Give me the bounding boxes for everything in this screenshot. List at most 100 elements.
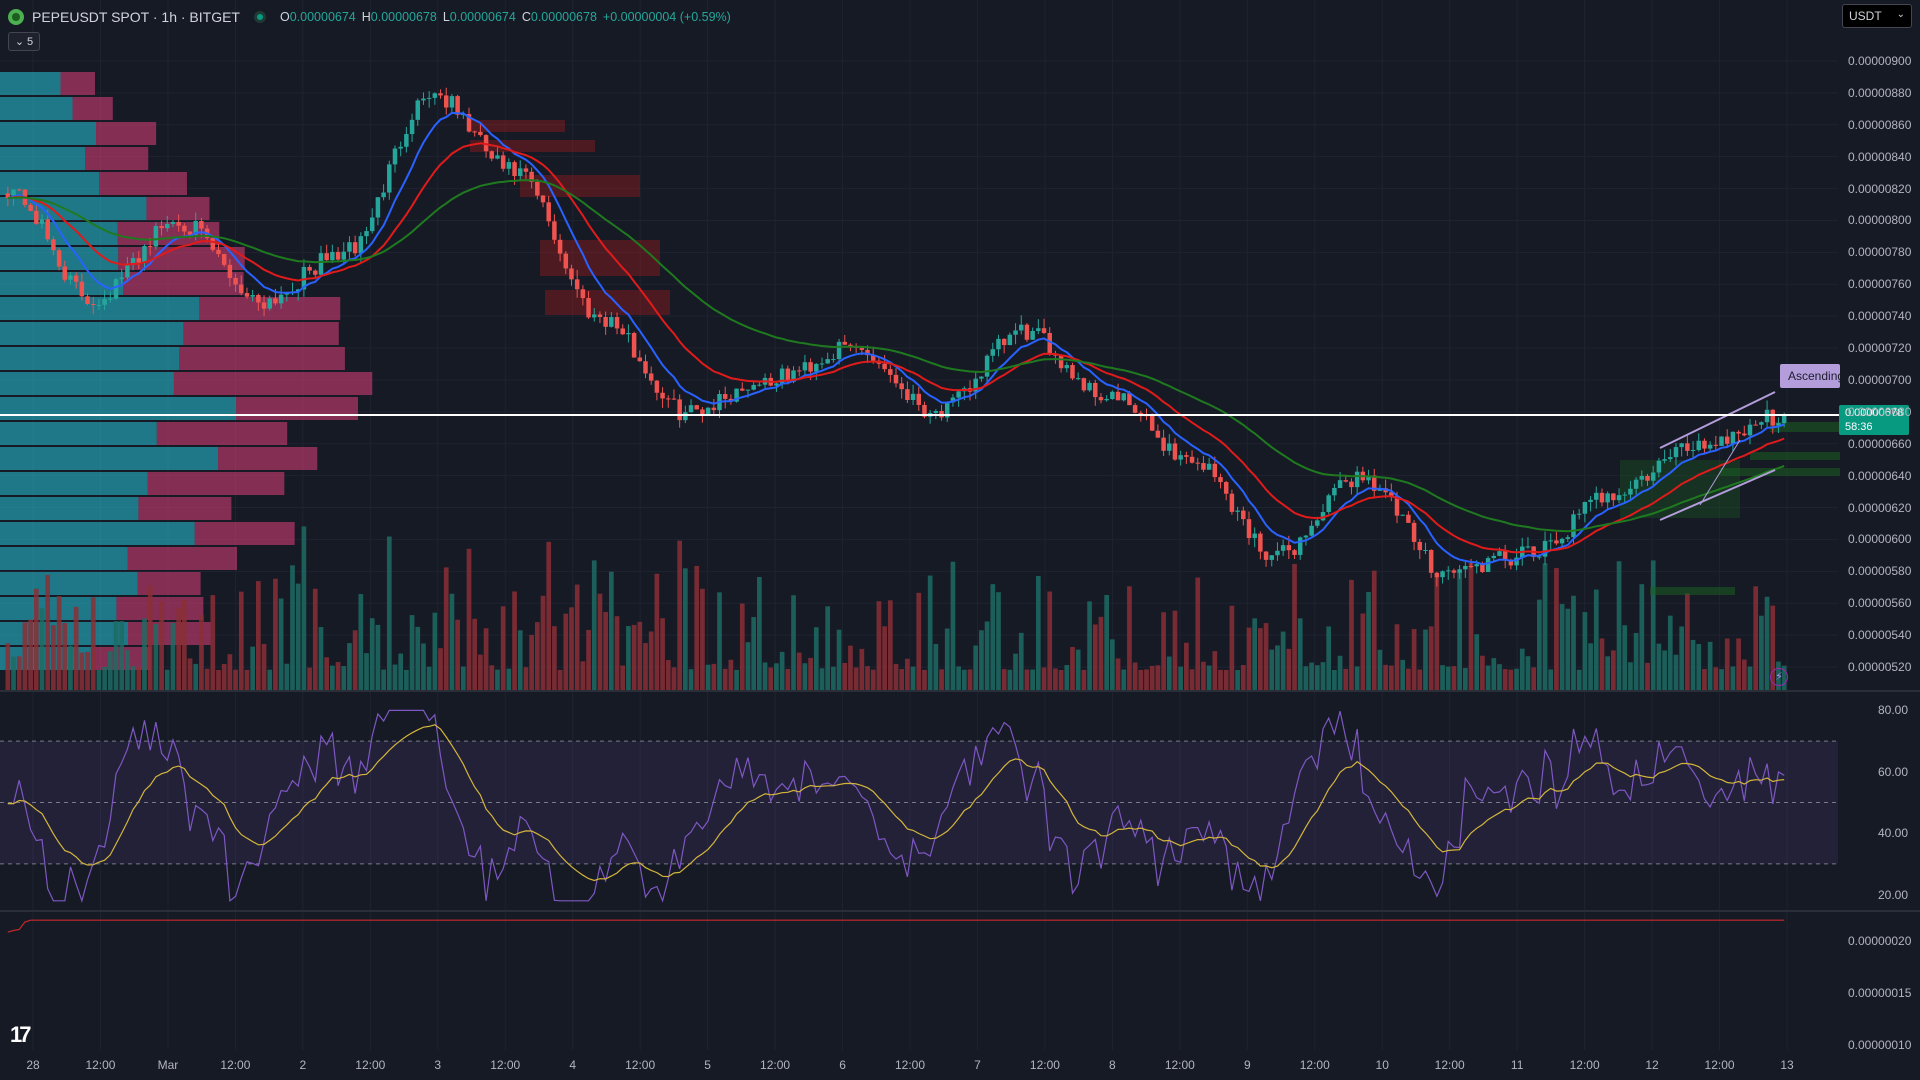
candle-body [1075,378,1081,380]
candle-body [819,363,825,365]
candle-body [814,363,819,372]
candle-body [1013,330,1018,335]
candlesticks[interactable] [5,87,1787,587]
candle-body [1064,365,1070,369]
candle-body [495,155,500,159]
time-axis-label: 28 [26,1058,40,1072]
volume-profile-up [0,122,97,145]
volume-bar [523,667,529,690]
volume-bar [1451,666,1457,690]
volume-bar [1161,612,1166,690]
volume-bar [136,667,142,690]
volume-bar [1440,665,1445,690]
volume-bar [1195,577,1201,690]
volume-bar [142,618,147,690]
ascending-pattern-drawing[interactable] [1659,391,1776,521]
volume-bar [745,642,751,690]
candle-body [1423,549,1428,551]
time-axis-label: 7 [974,1058,981,1072]
alert-flash-icon[interactable]: ⚡ [1770,668,1788,686]
candle-body [569,268,574,280]
candle-body [1417,541,1423,551]
price-axis-label: 0.00000520 [1848,660,1912,674]
volume-bar [1070,646,1075,690]
candle-body [1041,328,1047,333]
volume-bar [1366,591,1371,690]
chevron-down-icon: ⌄ [14,36,25,48]
volume-bar [318,627,324,690]
volume-bar [1531,667,1536,690]
candle-body [1434,572,1440,578]
volume-bar [170,622,176,690]
volume-bar [705,664,711,690]
candle-body [586,298,591,318]
candle-body [364,231,369,237]
pattern-leg [1699,439,1741,506]
volume-bar [1064,665,1070,690]
candle-body [1633,479,1639,489]
candle-body [722,394,728,399]
volume-profile-down [123,272,244,295]
time-axis-label: 12:00 [1569,1058,1600,1072]
volume-bar [221,663,227,690]
candle-body [1121,393,1126,401]
symbol-title[interactable]: PEPEUSDT SPOT · 1h · BITGET [32,9,240,25]
candle-body [136,258,142,263]
candle-body [666,398,671,400]
volume-bar [1275,645,1280,690]
candle-body [449,96,455,108]
volume-bar [1633,632,1639,690]
volume-bar [369,618,375,690]
volume-bar [1565,608,1571,690]
volume-bar [238,591,244,690]
candle-body [182,225,187,232]
currency-select[interactable]: USDT ⌄ [1842,4,1912,28]
volume-bar [330,665,335,690]
volume-bar [540,595,546,690]
volume-bar [1377,649,1383,690]
volume-bar [1104,594,1109,690]
volume-bar [734,669,739,690]
candle-body [455,96,460,115]
volume-profile-up [0,447,219,470]
candle-body [398,146,403,149]
candle-body [1206,463,1212,470]
volume-profile-down [146,197,210,220]
volume-bar [1497,664,1502,690]
rsi-axis-label: 40.00 [1878,826,1909,841]
pattern-label[interactable]: Ascending [1780,364,1840,388]
candle-body [1269,555,1275,560]
atr-pane [7,919,1785,933]
demand-zone [1770,422,1840,432]
candle-body [705,407,711,416]
candle-body [1548,540,1553,542]
volume-bar [1394,624,1400,690]
price-axis-label: 0.00000540 [1848,628,1912,643]
volume-bar [779,651,785,690]
candle-body [1628,488,1633,495]
candle-body [221,254,227,265]
candle-body [1218,477,1223,483]
indicators-toggle-button[interactable]: ⌄ 5 [8,32,40,51]
volume-bar [552,626,557,690]
volume-bar [1121,669,1127,690]
volume-bar [757,576,762,690]
volume-bar [1258,628,1263,690]
candle-body [68,275,73,280]
volume-bar [159,601,164,690]
volume-bar [1166,656,1172,690]
candle-body [1451,570,1457,573]
candle-body [392,148,398,165]
volume-bar [1383,664,1388,690]
ema-fast-line [7,111,1785,566]
candle-body [1673,447,1679,458]
volume-bar [347,643,352,690]
volume-bar [1246,627,1252,690]
candle-body [1685,443,1690,451]
candle-body [261,302,267,309]
volume-bar [700,588,705,690]
volume-bar [1229,605,1235,690]
ema-mid-line [7,142,1785,554]
candle-body [1241,510,1246,520]
